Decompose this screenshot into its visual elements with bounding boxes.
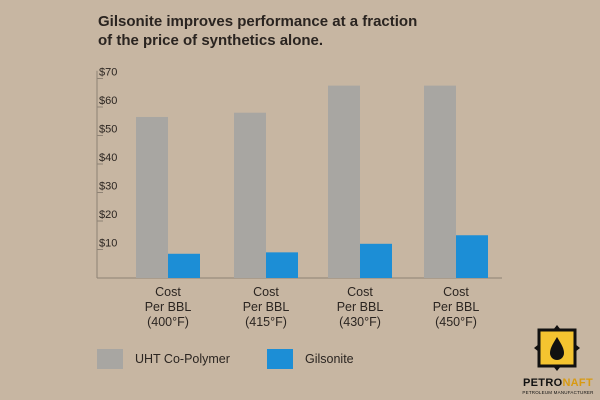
legend-label-gilsonite: Gilsonite bbox=[305, 352, 354, 366]
logo-wordmark-main: PETRO bbox=[523, 377, 563, 389]
x-category-label: Cost bbox=[155, 285, 181, 299]
bar-uht-co-polymer bbox=[424, 85, 456, 278]
y-tick-label: $70 bbox=[99, 67, 117, 79]
x-category-label: Cost bbox=[253, 285, 279, 299]
legend-label-uht-co-polymer: UHT Co-Polymer bbox=[135, 352, 230, 366]
petronaft-logo: PETRONAFT PETROLEUM MANUFACTURER bbox=[516, 325, 600, 400]
bar-gilsonite bbox=[266, 252, 298, 278]
y-tick-label: $30 bbox=[99, 181, 117, 193]
logo-wordmark: PETRONAFT bbox=[516, 377, 600, 389]
y-tick-label: $20 bbox=[99, 209, 117, 221]
x-category-label: (415°F) bbox=[245, 315, 287, 329]
y-tick-label: $10 bbox=[99, 238, 117, 250]
bar-gilsonite bbox=[168, 253, 200, 278]
legend-swatch-gilsonite bbox=[267, 349, 293, 369]
x-category-label: Per BBL bbox=[243, 300, 290, 314]
legend-item-gilsonite: Gilsonite bbox=[267, 349, 354, 369]
bar-uht-co-polymer bbox=[234, 112, 266, 278]
x-category-label: Per BBL bbox=[433, 300, 480, 314]
logo-tagline: PETROLEUM MANUFACTURER bbox=[522, 390, 594, 395]
legend-swatch-uht-co-polymer bbox=[97, 349, 123, 369]
y-tick-label: $50 bbox=[99, 124, 117, 136]
bar-uht-co-polymer bbox=[136, 116, 168, 278]
legend-item-uht-co-polymer: UHT Co-Polymer bbox=[97, 349, 230, 369]
x-category-label: Per BBL bbox=[337, 300, 384, 314]
bar-gilsonite bbox=[456, 235, 488, 278]
bar-gilsonite bbox=[360, 243, 392, 278]
y-tick-label: $60 bbox=[99, 95, 117, 107]
logo-wordmark-accent: NAFT bbox=[562, 377, 593, 389]
x-category-label: Cost bbox=[443, 285, 469, 299]
x-category-label: Cost bbox=[347, 285, 373, 299]
y-tick-label: $40 bbox=[99, 152, 117, 164]
x-category-label: (400°F) bbox=[147, 315, 189, 329]
oil-drop-icon bbox=[534, 325, 580, 371]
bars bbox=[136, 85, 488, 278]
x-category-label: (450°F) bbox=[435, 315, 477, 329]
x-category-label: (430°F) bbox=[339, 315, 381, 329]
chart-title-line-1: Gilsonite improves performance at a frac… bbox=[98, 13, 418, 30]
bar-uht-co-polymer bbox=[328, 85, 360, 278]
x-category-label: Per BBL bbox=[145, 300, 192, 314]
chart-title-line-2: of the price of synthetics alone. bbox=[98, 32, 324, 49]
chart-title: Gilsonite improves performance at a frac… bbox=[98, 12, 518, 50]
